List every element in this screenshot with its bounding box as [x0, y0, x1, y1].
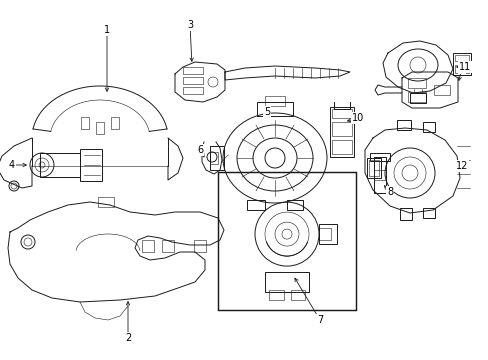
Bar [422, 122, 434, 132]
Bar [264, 272, 308, 292]
Text: 4: 4 [9, 160, 15, 170]
Text: 5: 5 [264, 107, 269, 117]
Bar [264, 96, 285, 106]
Bar [96, 122, 104, 134]
Bar [318, 228, 330, 240]
Bar [80, 149, 102, 181]
Bar [246, 200, 264, 210]
Bar [290, 290, 305, 300]
Bar [407, 92, 425, 102]
Bar [407, 78, 425, 88]
Text: 3: 3 [186, 20, 193, 30]
Bar [409, 93, 425, 103]
Bar [111, 117, 119, 129]
Bar [209, 146, 224, 170]
Text: 12: 12 [455, 161, 467, 171]
Bar [329, 107, 353, 157]
Bar [183, 77, 203, 84]
Bar [331, 140, 351, 154]
Bar [286, 200, 303, 210]
Text: 8: 8 [386, 187, 392, 197]
Text: 10: 10 [351, 113, 364, 123]
Text: 7: 7 [316, 315, 323, 325]
Bar [318, 224, 336, 244]
Bar [183, 67, 203, 74]
Bar [454, 55, 468, 61]
Bar [433, 85, 449, 95]
Bar [331, 122, 351, 136]
Bar [268, 290, 284, 300]
Bar [162, 240, 174, 252]
Bar [257, 102, 292, 116]
Bar [194, 240, 205, 252]
Bar [218, 172, 355, 310]
Text: 11: 11 [458, 62, 470, 72]
Bar [396, 120, 410, 130]
Bar [368, 160, 378, 176]
Bar [366, 158, 380, 178]
Bar [81, 117, 89, 129]
Bar [399, 208, 411, 220]
Text: 6: 6 [197, 145, 203, 155]
Bar [142, 240, 154, 252]
Bar [209, 152, 218, 164]
Bar [369, 153, 389, 161]
Bar [373, 157, 385, 193]
Bar [331, 109, 351, 118]
Bar [452, 53, 470, 75]
Bar [98, 197, 114, 207]
Text: 9: 9 [458, 63, 464, 73]
Bar [40, 153, 80, 177]
Bar [454, 65, 468, 73]
Bar [183, 87, 203, 94]
Text: 1: 1 [104, 25, 110, 35]
Bar [422, 208, 434, 218]
Text: 2: 2 [124, 333, 131, 343]
